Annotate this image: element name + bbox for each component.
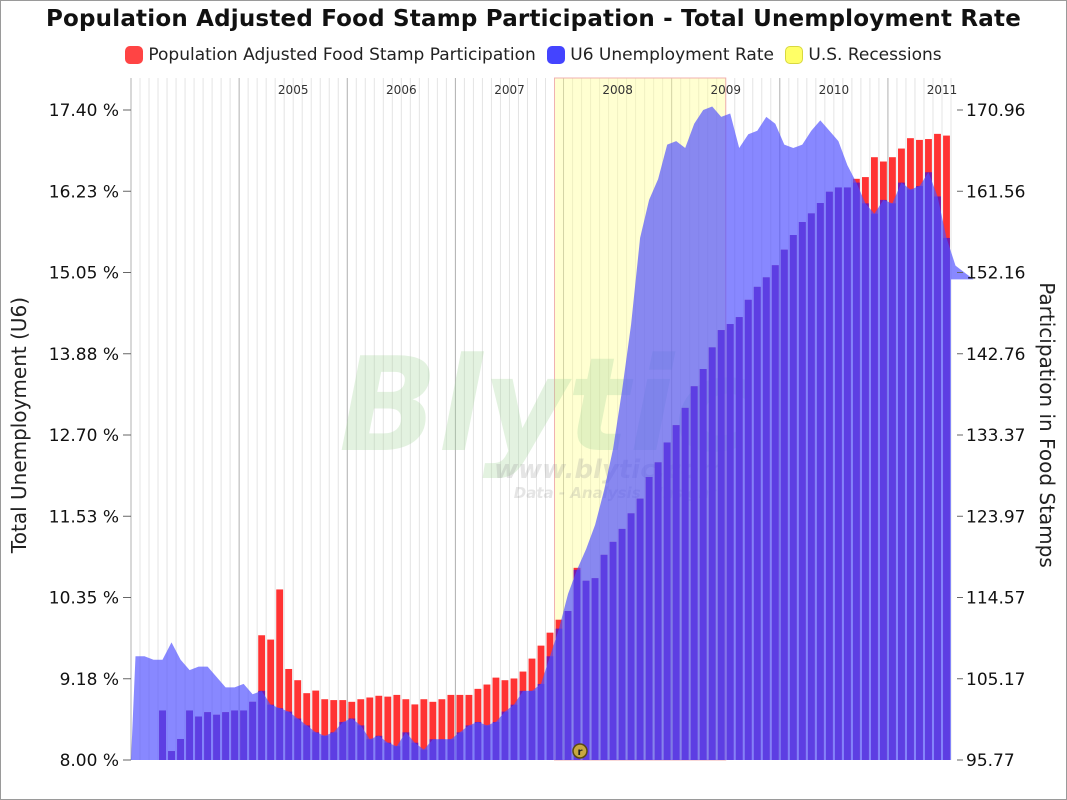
event-marker[interactable]: r	[572, 743, 588, 759]
legend-label-unemployment: U6 Unemployment Rate	[570, 45, 774, 65]
left-tick-label: 17.40 %	[49, 101, 119, 121]
event-marker-glyph: r	[578, 747, 583, 758]
left-tick-label: 12.70 %	[49, 426, 119, 446]
food-stamp-bar	[366, 697, 374, 760]
right-tick-label: 142.76	[966, 345, 1025, 365]
left-tick-label: 13.88 %	[49, 345, 119, 365]
food-stamp-bar	[384, 696, 392, 760]
left-tick-label: 10.35 %	[49, 589, 119, 609]
right-tick-label: 170.96	[966, 101, 1025, 121]
right-tick-label: 105.17	[966, 670, 1025, 690]
legend-label-food-stamps: Population Adjusted Food Stamp Participa…	[148, 45, 536, 65]
u6-area	[131, 106, 974, 760]
legend-swatch-food-stamps	[125, 46, 144, 64]
right-tick-label: 123.97	[966, 507, 1025, 527]
food-stamp-bar	[267, 639, 275, 760]
food-stamp-bar	[483, 684, 491, 760]
year-label: 2011	[927, 83, 958, 97]
food-stamp-bar	[438, 699, 446, 760]
year-label: 2007	[494, 83, 525, 97]
food-stamp-bar	[429, 701, 437, 760]
food-stamp-bar	[447, 694, 455, 760]
year-label: 2008	[602, 83, 633, 97]
food-stamp-bar	[411, 704, 419, 760]
food-stamp-bar	[276, 589, 284, 760]
year-label: 2006	[386, 83, 417, 97]
chart-title: Population Adjusted Food Stamp Participa…	[45, 6, 1022, 32]
chart-legend: Population Adjusted Food Stamp Participa…	[0, 45, 1067, 69]
left-tick-label: 9.18 %	[60, 670, 119, 690]
food-stamp-bar	[393, 694, 401, 760]
food-stamp-bar	[456, 694, 464, 760]
left-tick-label: 16.23 %	[49, 182, 119, 202]
left-tick-label: 8.00 %	[60, 751, 119, 771]
year-labels: 2005 2006 2007 2008 2009 2010 2011	[278, 83, 957, 97]
food-stamp-bar	[420, 699, 428, 760]
food-stamp-bar	[330, 700, 338, 760]
year-label: 2005	[278, 83, 309, 97]
event-marker-circle[interactable]	[572, 743, 588, 759]
right-axis-ticks: 170.96 161.56 152.16 142.76 133.37 123.97 114.…	[957, 101, 1025, 771]
legend-item-food-stamps[interactable]: Population Adjusted Food Stamp Participa…	[125, 45, 536, 65]
right-tick-label: 95.77	[966, 751, 1015, 771]
food-stamp-bar	[321, 699, 329, 760]
legend-label-recessions: U.S. Recessions	[808, 45, 942, 65]
legend-item-recessions[interactable]: U.S. Recessions	[785, 45, 942, 65]
right-axis-title: Participation in Food Stamps	[1035, 282, 1059, 568]
left-axis-ticks: 17.40 % 16.23 % 15.05 % 13.88 % 12.70 % 11.53…	[49, 101, 131, 771]
right-tick-label: 133.37	[966, 426, 1025, 446]
left-tick-label: 15.05 %	[49, 264, 119, 284]
right-tick-label: 114.57	[966, 589, 1025, 609]
food-stamp-bar	[312, 690, 320, 760]
legend-swatch-recessions	[785, 46, 804, 64]
food-stamp-bar	[492, 677, 500, 760]
food-stamp-bar	[402, 699, 410, 760]
legend-item-unemployment[interactable]: U6 Unemployment Rate	[547, 45, 774, 65]
food-stamp-bar	[375, 695, 383, 760]
year-label: 2009	[710, 83, 741, 97]
legend-swatch-unemployment	[547, 46, 566, 64]
left-tick-label: 11.53 %	[49, 507, 119, 527]
left-axis-title: Total Unemployment (U6)	[7, 297, 31, 554]
right-tick-label: 161.56	[966, 182, 1025, 202]
right-tick-label: 152.16	[966, 264, 1025, 284]
year-label: 2010	[819, 83, 850, 97]
